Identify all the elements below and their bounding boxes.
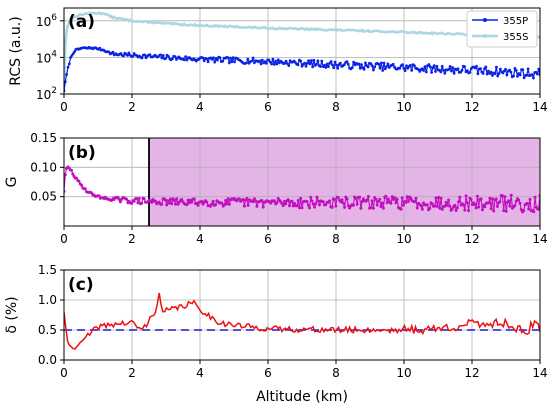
panel-a-x-ticks: 0 2 4 6 8 10 12 14 [60, 94, 548, 114]
delta-series-line [64, 292, 540, 350]
x-tick-label: 4 [196, 100, 204, 114]
x-tick-label: 12 [464, 100, 479, 114]
y-tick-label: 0.10 [30, 160, 57, 174]
y-tick-label: 1.5 [38, 263, 57, 277]
y-tick-label: 0.5 [38, 323, 57, 337]
highlight-region [149, 138, 540, 226]
panel-b-label: (b) [68, 143, 96, 163]
x-tick-label: 10 [396, 100, 411, 114]
panel-b-x-ticks: 0 2 4 6 8 10 12 14 [60, 226, 548, 246]
y-tick-label: 104 [36, 49, 57, 65]
x-tick-label: 6 [264, 366, 272, 380]
x-tick-label: 4 [196, 232, 204, 246]
panel-a-label: (a) [68, 12, 95, 32]
panel-a: 106 104 102 0 2 4 6 8 10 12 14 (a) RCS (a.u.) 355… [8, 7, 548, 114]
panel-b-ylabel: G [4, 177, 20, 188]
panel-c-label: (c) [68, 275, 94, 295]
x-tick-label: 10 [396, 366, 411, 380]
series-355p-line [64, 46, 540, 91]
panel-c-ylabel: δ (%) [4, 296, 20, 333]
g-series-line [64, 166, 540, 213]
panel-c-x-ticks: 0 2 4 6 8 10 12 14 [60, 360, 548, 380]
x-tick-label: 0 [60, 232, 68, 246]
x-axis-label: Altitude (km) [256, 389, 348, 405]
x-tick-label: 2 [128, 366, 136, 380]
x-tick-label: 8 [332, 100, 340, 114]
x-tick-label: 6 [264, 232, 272, 246]
y-tick-label: 0.05 [30, 190, 57, 204]
y-tick-label: 1.0 [38, 293, 57, 307]
legend-355p-marker [483, 18, 487, 22]
y-tick-label: 0.0 [38, 353, 57, 367]
panel-c-y-ticks: 1.5 1.0 0.5 0.0 [38, 263, 64, 367]
x-tick-label: 8 [332, 366, 340, 380]
panel-b: 0.15 0.10 0.05 0 2 4 6 8 10 12 14 (b) G [4, 131, 548, 246]
x-tick-label: 10 [396, 232, 411, 246]
legend: 355P 355S [466, 10, 538, 48]
x-tick-label: 4 [196, 366, 204, 380]
panel-b-y-ticks: 0.15 0.10 0.05 [30, 131, 64, 204]
panel-a-y-ticks: 106 104 102 [36, 13, 64, 102]
y-tick-label: 106 [36, 13, 57, 29]
panel-c-background [64, 270, 540, 360]
y-tick-label: 0.15 [30, 131, 57, 145]
legend-355s-label: 355S [503, 32, 528, 43]
series-355s-line [64, 11, 540, 85]
panel-a-frame [63, 7, 541, 95]
x-tick-label: 0 [60, 366, 68, 380]
x-tick-label: 8 [332, 232, 340, 246]
panel-a-ylabel: RCS (a.u.) [8, 16, 24, 85]
legend-355p-label: 355P [503, 16, 528, 27]
panel-c: 1.5 1.0 0.5 0.0 0 2 4 6 8 10 12 14 (c) δ (%) [4, 263, 548, 380]
x-tick-label: 12 [464, 366, 479, 380]
panel-c-frame [63, 269, 541, 361]
x-tick-label: 0 [60, 100, 68, 114]
x-tick-label: 2 [128, 232, 136, 246]
y-tick-label: 102 [36, 86, 57, 102]
legend-355s-marker [483, 34, 487, 38]
x-tick-label: 14 [532, 100, 547, 114]
x-tick-label: 2 [128, 100, 136, 114]
panel-b-frame [63, 137, 541, 227]
x-tick-label: 6 [264, 100, 272, 114]
x-tick-label: 14 [532, 366, 547, 380]
x-tick-label: 12 [464, 232, 479, 246]
x-tick-label: 14 [532, 232, 547, 246]
